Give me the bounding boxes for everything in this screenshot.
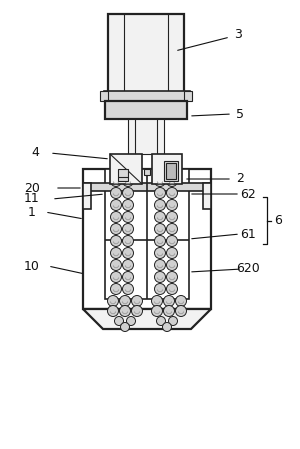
Circle shape — [167, 247, 178, 259]
Circle shape — [167, 176, 178, 186]
Bar — [166, 163, 176, 179]
Circle shape — [176, 295, 187, 307]
Circle shape — [163, 322, 172, 331]
Circle shape — [167, 211, 178, 223]
Circle shape — [154, 272, 166, 282]
Circle shape — [110, 211, 122, 223]
Bar — [128, 119, 164, 154]
Circle shape — [154, 260, 166, 270]
Circle shape — [157, 317, 166, 326]
Text: 2: 2 — [236, 172, 244, 185]
Circle shape — [154, 247, 166, 259]
Text: 61: 61 — [240, 228, 256, 241]
Circle shape — [131, 305, 142, 317]
Bar — [105, 101, 187, 119]
Circle shape — [154, 188, 166, 198]
Circle shape — [119, 305, 130, 317]
Circle shape — [169, 317, 178, 326]
Circle shape — [110, 235, 122, 247]
Circle shape — [110, 283, 122, 295]
Bar — [105, 169, 189, 299]
Circle shape — [122, 224, 134, 234]
Circle shape — [110, 247, 122, 259]
Circle shape — [127, 317, 136, 326]
Text: 4: 4 — [31, 146, 39, 159]
Bar — [110, 154, 142, 184]
Circle shape — [115, 317, 124, 326]
Circle shape — [152, 295, 163, 307]
Circle shape — [154, 199, 166, 211]
Circle shape — [122, 235, 134, 247]
Circle shape — [110, 224, 122, 234]
Bar — [184, 91, 192, 101]
Text: 6: 6 — [274, 215, 282, 228]
Bar — [108, 14, 184, 94]
Circle shape — [167, 235, 178, 247]
Circle shape — [167, 283, 178, 295]
Bar — [152, 154, 182, 184]
Circle shape — [154, 176, 166, 186]
Circle shape — [122, 283, 134, 295]
Polygon shape — [83, 309, 211, 329]
Bar — [164, 161, 178, 181]
Text: 20: 20 — [24, 181, 40, 194]
Bar — [83, 183, 211, 191]
Circle shape — [122, 247, 134, 259]
Circle shape — [167, 272, 178, 282]
Circle shape — [164, 295, 175, 307]
Circle shape — [107, 305, 118, 317]
Circle shape — [110, 260, 122, 270]
Circle shape — [110, 176, 122, 186]
Bar — [118, 169, 128, 181]
Circle shape — [154, 235, 166, 247]
Text: 62: 62 — [240, 188, 256, 201]
Text: 3: 3 — [234, 27, 242, 40]
Bar — [83, 183, 91, 209]
Circle shape — [152, 305, 163, 317]
Circle shape — [122, 199, 134, 211]
Circle shape — [122, 176, 134, 186]
Text: 620: 620 — [236, 263, 260, 276]
Circle shape — [167, 260, 178, 270]
Circle shape — [110, 188, 122, 198]
Circle shape — [107, 295, 118, 307]
Text: 10: 10 — [24, 260, 40, 273]
Text: 5: 5 — [236, 107, 244, 120]
Bar — [83, 169, 211, 309]
Bar — [104, 91, 190, 101]
Circle shape — [122, 188, 134, 198]
Circle shape — [154, 224, 166, 234]
Circle shape — [122, 272, 134, 282]
Circle shape — [167, 188, 178, 198]
Circle shape — [121, 322, 130, 331]
Circle shape — [110, 199, 122, 211]
Circle shape — [122, 211, 134, 223]
Text: 11: 11 — [24, 193, 40, 206]
Circle shape — [176, 305, 187, 317]
Circle shape — [122, 260, 134, 270]
Circle shape — [110, 272, 122, 282]
Circle shape — [167, 224, 178, 234]
Circle shape — [167, 199, 178, 211]
Bar — [100, 91, 108, 101]
Circle shape — [154, 211, 166, 223]
Circle shape — [154, 283, 166, 295]
Circle shape — [131, 295, 142, 307]
Circle shape — [119, 295, 130, 307]
Bar — [203, 183, 211, 209]
Circle shape — [164, 305, 175, 317]
Text: 1: 1 — [28, 206, 36, 219]
Bar — [144, 169, 150, 175]
